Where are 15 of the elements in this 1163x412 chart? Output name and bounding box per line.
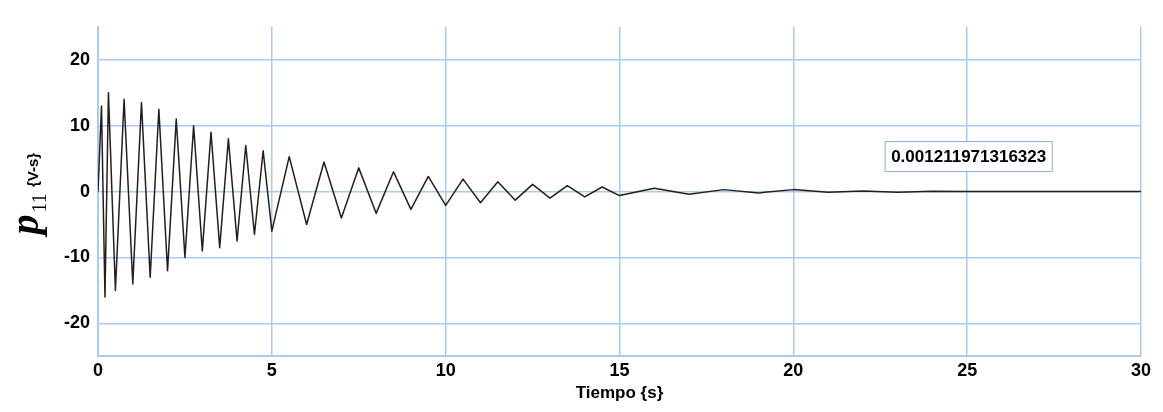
x-tick-label: 15 <box>609 360 630 381</box>
y-tick-label: -10 <box>64 246 91 267</box>
x-tick-label: 25 <box>957 360 978 381</box>
x-tick-label: 10 <box>435 360 456 381</box>
x-tick-label: 0 <box>93 360 104 381</box>
x-axis-title: Tiempo {s} <box>575 383 664 403</box>
y-tick-label: 20 <box>69 48 91 69</box>
y-axis-title: p11 {V-s} <box>2 152 50 238</box>
x-tick-label: 30 <box>1130 360 1151 381</box>
y-tick-label: 0 <box>80 180 91 201</box>
x-tick-label: 5 <box>266 360 277 381</box>
x-tick-label: 20 <box>783 360 804 381</box>
annotation: 0.001211971316323 <box>891 147 1047 167</box>
y-tick-label: -20 <box>64 312 91 333</box>
y-tick-label: 10 <box>69 114 91 135</box>
